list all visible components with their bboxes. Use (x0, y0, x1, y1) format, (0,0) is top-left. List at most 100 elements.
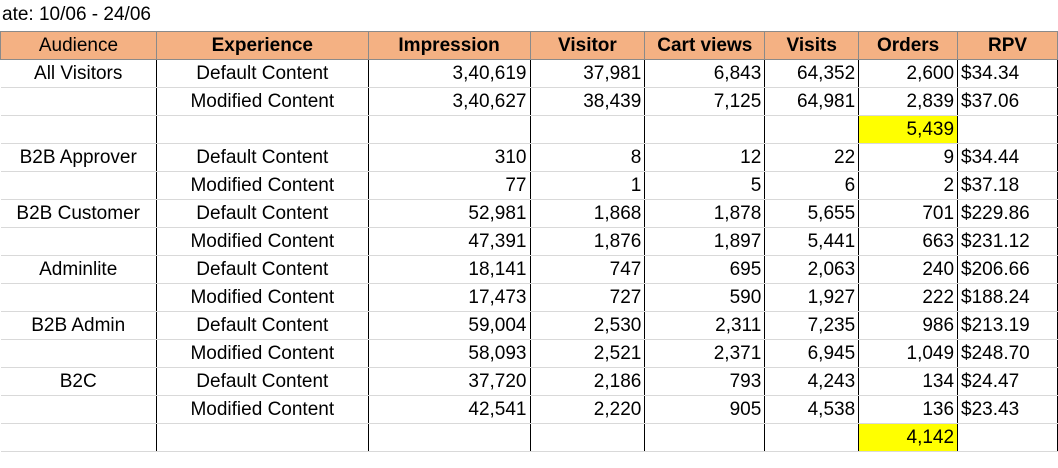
visits-cell[interactable]: 1,927 (764, 283, 860, 312)
visitor-cell[interactable]: 8 (530, 143, 646, 172)
impression-cell[interactable]: 17,473 (368, 283, 531, 312)
rpv-cell[interactable] (957, 423, 1058, 452)
date-range-cell[interactable]: ate: 10/06 - 24/06 (0, 0, 1058, 29)
impression-cell[interactable]: 37,720 (368, 367, 531, 396)
header-audience[interactable]: Audience (0, 31, 157, 60)
impression-cell[interactable]: 42,541 (368, 395, 531, 424)
orders-cell[interactable]: 986 (858, 311, 959, 340)
audience-cell[interactable] (0, 227, 157, 256)
rpv-cell[interactable]: $248.70 (957, 339, 1058, 368)
header-visitor[interactable]: Visitor (529, 31, 646, 60)
header-orders[interactable]: Orders (858, 31, 959, 60)
header-experience[interactable]: Experience (155, 31, 369, 60)
impression-cell[interactable]: 18,141 (368, 255, 531, 284)
experience-cell[interactable]: Default Content (156, 367, 369, 396)
rpv-cell[interactable] (957, 115, 1058, 144)
audience-cell[interactable] (0, 171, 157, 200)
visits-cell[interactable]: 7,235 (764, 311, 860, 340)
cart-views-cell[interactable] (644, 115, 766, 144)
visitor-cell[interactable]: 727 (530, 283, 646, 312)
audience-cell[interactable] (0, 283, 157, 312)
impression-cell[interactable]: 52,981 (368, 199, 531, 228)
rpv-cell[interactable]: $213.19 (957, 311, 1058, 340)
audience-cell[interactable]: B2B Approver (0, 143, 157, 172)
orders-cell[interactable]: 9 (858, 143, 959, 172)
cart-views-cell[interactable]: 590 (644, 283, 766, 312)
rpv-cell[interactable]: $231.12 (957, 227, 1058, 256)
impression-cell[interactable]: 310 (368, 143, 531, 172)
header-cart-views[interactable]: Cart views (644, 31, 766, 60)
cart-views-cell[interactable]: 1,878 (644, 199, 766, 228)
orders-cell[interactable]: 222 (858, 283, 959, 312)
orders-cell[interactable]: 701 (858, 199, 959, 228)
header-rpv[interactable]: RPV (957, 31, 1058, 60)
impression-cell[interactable]: 47,391 (368, 227, 531, 256)
cart-views-cell[interactable]: 6,843 (644, 59, 766, 88)
visitor-cell[interactable]: 747 (530, 255, 646, 284)
cart-views-cell[interactable]: 905 (644, 395, 766, 424)
orders-cell[interactable]: 2 (858, 171, 959, 200)
audience-cell[interactable]: Adminlite (0, 255, 157, 284)
experience-cell[interactable] (156, 115, 369, 144)
visits-cell[interactable] (764, 423, 860, 452)
rpv-cell[interactable]: $188.24 (957, 283, 1058, 312)
rpv-cell[interactable]: $23.43 (957, 395, 1058, 424)
experience-cell[interactable]: Modified Content (156, 171, 369, 200)
impression-cell[interactable] (368, 115, 531, 144)
orders-cell[interactable]: 663 (858, 227, 959, 256)
audience-cell[interactable] (0, 87, 157, 116)
visits-cell[interactable]: 64,352 (764, 59, 860, 88)
visits-cell[interactable] (764, 115, 860, 144)
visitor-cell[interactable] (530, 115, 646, 144)
audience-cell[interactable]: B2B Customer (0, 199, 157, 228)
orders-cell[interactable]: 5,439 (858, 115, 959, 144)
audience-cell[interactable]: B2B Admin (0, 311, 157, 340)
cart-views-cell[interactable]: 695 (644, 255, 766, 284)
experience-cell[interactable]: Default Content (156, 59, 369, 88)
cart-views-cell[interactable]: 1,897 (644, 227, 766, 256)
rpv-cell[interactable]: $37.06 (957, 87, 1058, 116)
visitor-cell[interactable]: 38,439 (530, 87, 646, 116)
visitor-cell[interactable]: 1,876 (530, 227, 646, 256)
rpv-cell[interactable]: $206.66 (957, 255, 1058, 284)
experience-cell[interactable]: Modified Content (156, 283, 369, 312)
audience-cell[interactable] (0, 395, 157, 424)
visits-cell[interactable]: 6 (764, 171, 860, 200)
impression-cell[interactable] (368, 423, 531, 452)
impression-cell[interactable]: 58,093 (368, 339, 531, 368)
visits-cell[interactable]: 2,063 (764, 255, 860, 284)
visits-cell[interactable]: 22 (764, 143, 860, 172)
impression-cell[interactable]: 3,40,619 (368, 59, 531, 88)
orders-cell[interactable]: 240 (858, 255, 959, 284)
visits-cell[interactable]: 5,441 (764, 227, 860, 256)
impression-cell[interactable]: 77 (368, 171, 531, 200)
orders-cell[interactable]: 2,839 (858, 87, 959, 116)
visitor-cell[interactable]: 2,186 (530, 367, 646, 396)
orders-cell[interactable]: 136 (858, 395, 959, 424)
visitor-cell[interactable]: 37,981 (530, 59, 646, 88)
audience-cell[interactable]: B2C (0, 367, 157, 396)
experience-cell[interactable]: Modified Content (156, 339, 369, 368)
rpv-cell[interactable]: $34.34 (957, 59, 1058, 88)
cart-views-cell[interactable]: 5 (644, 171, 766, 200)
experience-cell[interactable] (156, 423, 369, 452)
visitor-cell[interactable]: 2,530 (530, 311, 646, 340)
visits-cell[interactable]: 6,945 (764, 339, 860, 368)
cart-views-cell[interactable]: 2,371 (644, 339, 766, 368)
impression-cell[interactable]: 59,004 (368, 311, 531, 340)
audience-cell[interactable] (0, 115, 157, 144)
orders-cell[interactable]: 134 (858, 367, 959, 396)
header-visits[interactable]: Visits (764, 31, 860, 60)
visitor-cell[interactable] (530, 423, 646, 452)
header-impression[interactable]: Impression (367, 31, 531, 60)
experience-cell[interactable]: Modified Content (156, 227, 369, 256)
visits-cell[interactable]: 64,981 (764, 87, 860, 116)
cart-views-cell[interactable] (644, 423, 766, 452)
rpv-cell[interactable]: $24.47 (957, 367, 1058, 396)
experience-cell[interactable]: Default Content (156, 255, 369, 284)
orders-cell[interactable]: 1,049 (858, 339, 959, 368)
rpv-cell[interactable]: $229.86 (957, 199, 1058, 228)
audience-cell[interactable] (0, 423, 157, 452)
visitor-cell[interactable]: 2,220 (530, 395, 646, 424)
experience-cell[interactable]: Default Content (156, 143, 369, 172)
